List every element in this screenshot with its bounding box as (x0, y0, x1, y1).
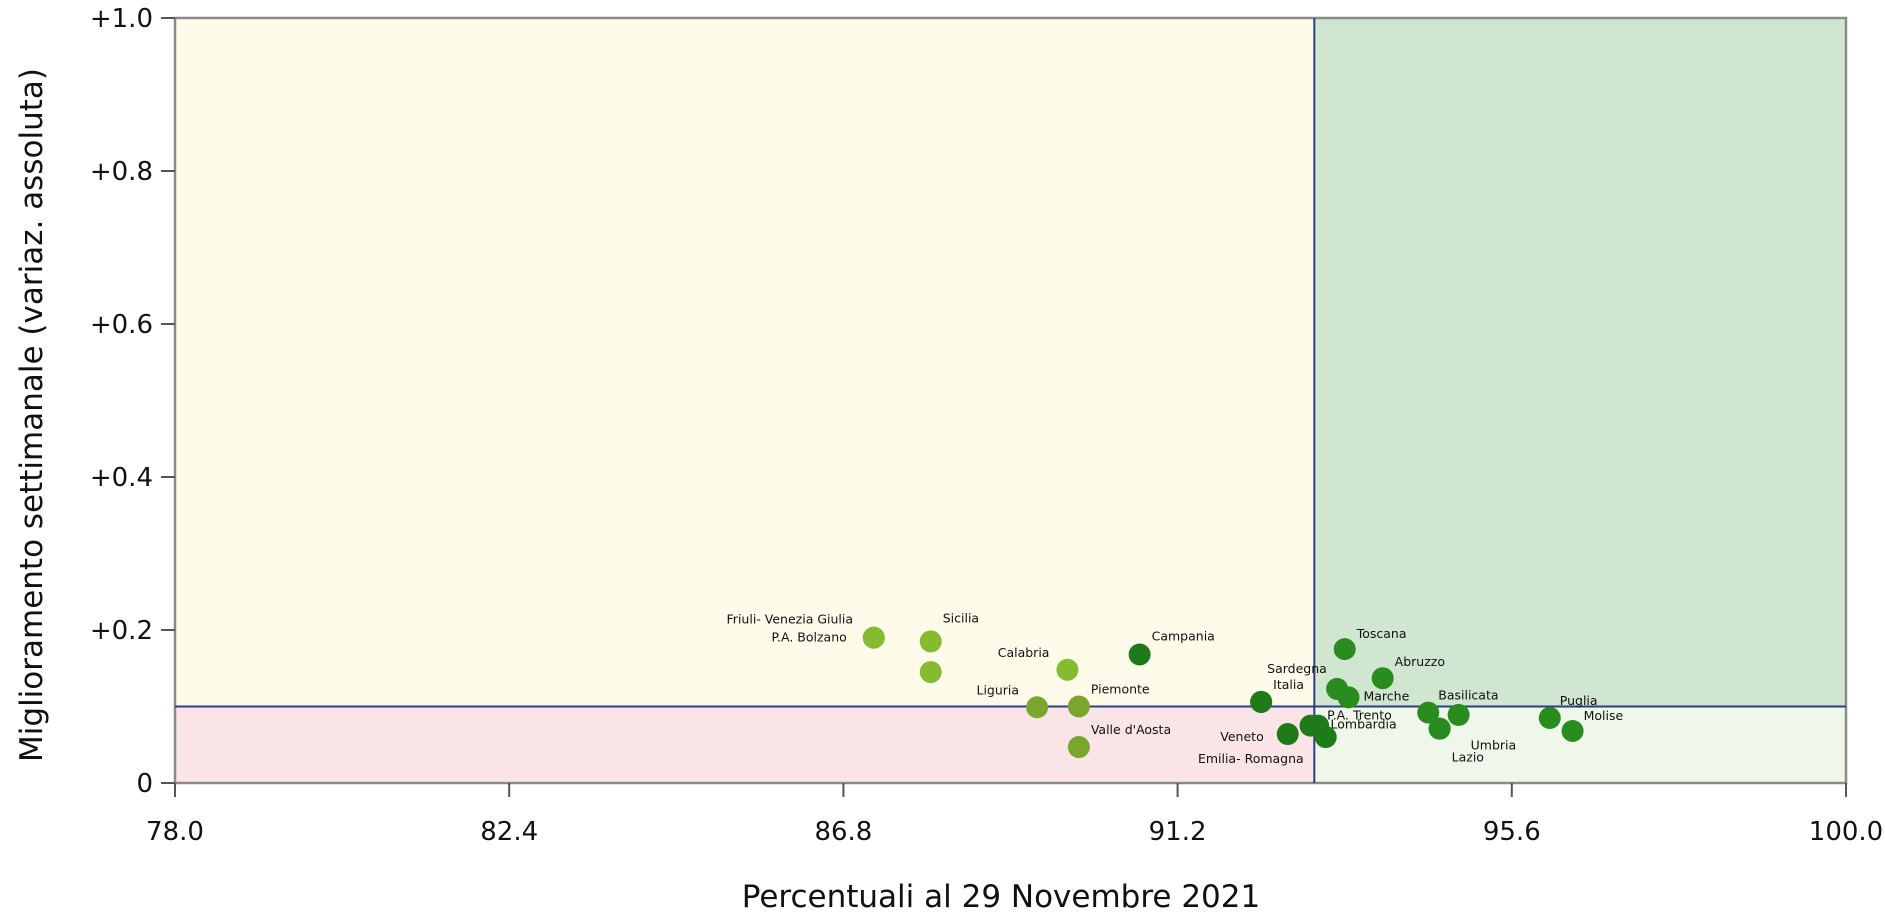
x-tick-label: 95.6 (1483, 817, 1541, 847)
data-point (1299, 714, 1322, 737)
point-label: Marche (1363, 688, 1409, 703)
point-label: Sardegna (1267, 661, 1327, 676)
y-tick-label: 0 (136, 769, 153, 799)
y-tick-label: +1.0 (90, 4, 153, 34)
point-labels: Friuli- Venezia Giulia P.A. Bolzano Sicili… (727, 610, 1624, 766)
point-label: Umbria (1471, 738, 1517, 753)
point-label: Liguria (977, 682, 1020, 697)
x-tick-label: 86.8 (814, 817, 872, 847)
data-point (1417, 701, 1440, 724)
x-tick-label: 91.2 (1149, 817, 1207, 847)
y-tick-label: +0.6 (90, 310, 153, 340)
point-label: P.A. Bolzano (771, 630, 846, 645)
data-point (1561, 719, 1584, 742)
data-point (1371, 667, 1394, 690)
data-point (1067, 695, 1090, 718)
quadrant-top-right (1314, 18, 1846, 707)
point-label: Campania (1152, 628, 1215, 643)
point-label: Emilia- Romagna (1198, 751, 1304, 766)
point-label: Molise (1584, 708, 1624, 723)
point-label: Sicilia (943, 610, 979, 625)
point-label: Lazio (1452, 750, 1484, 765)
point-label: Basilicata (1438, 688, 1498, 703)
point-label: Veneto (1220, 729, 1263, 744)
point-label: Toscana (1356, 626, 1407, 641)
point-label: Puglia (1560, 693, 1598, 708)
data-point (919, 630, 942, 653)
y-axis-label: Miglioramento settimanale (variaz. assol… (14, 68, 50, 762)
point-label: Valle d'Aosta (1091, 722, 1171, 737)
plot-border (173, 16, 1848, 785)
x-tick-label: 100.0 (1809, 817, 1883, 847)
point-label: Abruzzo (1395, 654, 1445, 669)
x-axis-ticks: 78.0 82.4 86.8 91.2 95.6 100.0 (146, 783, 1883, 847)
point-label: Calabria (998, 645, 1050, 660)
data-point (1428, 717, 1451, 740)
data-point (1314, 726, 1337, 749)
x-tick-label: 82.4 (480, 817, 538, 847)
threshold-lines (175, 18, 1846, 783)
data-point (1067, 736, 1090, 759)
quadrant-backgrounds (175, 18, 1846, 783)
y-tick-label: +0.2 (90, 616, 153, 646)
data-point (862, 626, 885, 649)
data-point (1538, 706, 1561, 729)
quadrant-top-left (175, 18, 1315, 707)
data-point (1250, 690, 1273, 713)
y-tick-label: +0.8 (90, 157, 153, 187)
data-points (862, 626, 1584, 759)
x-axis-label: Percentuali al 29 Novembre 2021 (742, 879, 1260, 912)
data-point (1276, 723, 1299, 746)
point-label: Italia (1273, 677, 1304, 692)
point-label: P.A. Trento (1327, 708, 1392, 723)
data-point (1128, 643, 1151, 666)
point-label: Piemonte (1091, 682, 1150, 697)
point-label: Friuli- Venezia Giulia (727, 612, 853, 627)
y-axis-ticks: 0 +0.2 +0.4 +0.6 +0.8 +1.0 (90, 4, 175, 799)
data-point (1447, 703, 1470, 726)
quadrant-bottom-left (175, 706, 1315, 783)
x-tick-label: 78.0 (146, 817, 204, 847)
y-tick-label: +0.4 (90, 463, 153, 493)
data-point (1026, 696, 1049, 719)
quadrant-bottom-right (1314, 706, 1846, 783)
data-point (919, 661, 942, 684)
data-point (1337, 686, 1360, 709)
point-label: Lombardia (1331, 717, 1397, 732)
data-point (1056, 658, 1079, 681)
plot-frame (173, 16, 1848, 785)
data-point (1333, 638, 1356, 661)
